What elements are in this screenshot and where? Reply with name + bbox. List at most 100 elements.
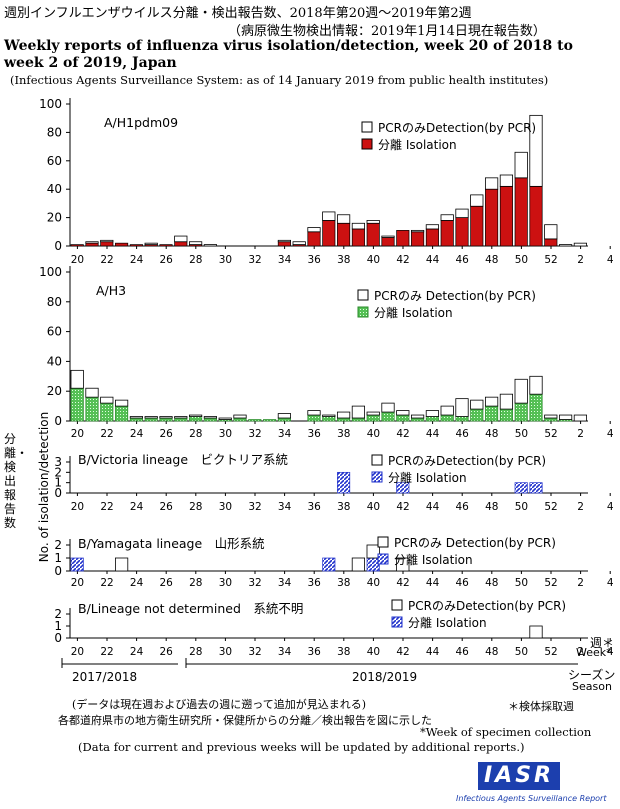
bar-pcr <box>85 387 99 398</box>
y-tick-label: 0 <box>54 486 62 500</box>
bar-isolation <box>85 242 99 247</box>
x-tick-label: 44 <box>426 646 440 658</box>
legend-label-isolation: 分離 Isolation <box>394 553 473 567</box>
bar-pcr <box>351 405 366 419</box>
bar-isolation <box>396 482 410 494</box>
y-tick-label: 0 <box>54 631 62 645</box>
x-tick-label: 46 <box>456 501 470 513</box>
bar-isolation <box>499 186 513 247</box>
legend-swatch-isolation <box>357 306 369 318</box>
bar-pcr <box>218 417 232 420</box>
x-tick-label: 46 <box>456 577 470 589</box>
panel-title: B/Victoria lineage ビクトリア系統 <box>78 452 288 467</box>
legend-label-isolation: 分離 Isolation <box>388 471 467 485</box>
bar-pcr <box>470 194 484 207</box>
bar-isolation <box>470 408 484 422</box>
bar-isolation <box>455 217 469 247</box>
bar-pcr <box>100 396 114 404</box>
bar-isolation <box>396 230 410 247</box>
x-tick-label: 28 <box>189 501 202 513</box>
bar-isolation <box>411 231 425 247</box>
y-tick-label: 1 <box>54 551 62 565</box>
y-tick-label: 2 <box>54 607 62 621</box>
bar-isolation <box>115 405 129 422</box>
bar-isolation <box>470 205 484 247</box>
bar-pcr <box>129 416 143 419</box>
bar-isolation <box>381 411 395 422</box>
y-tick-label: 0 <box>54 564 62 578</box>
bar-isolation <box>381 237 395 247</box>
y-tick-label: 40 <box>47 354 62 368</box>
y-axis-label-jp: 分離・検出報告数 <box>4 432 29 530</box>
bar-pcr <box>514 151 528 179</box>
x-tick-label: 30 <box>219 577 232 589</box>
bar-pcr <box>233 414 247 419</box>
x-tick-label: 42 <box>396 501 409 513</box>
x-tick-label: 26 <box>160 646 174 658</box>
y-tick-label: 40 <box>47 182 62 196</box>
bar-isolation <box>425 228 439 247</box>
legend-swatch-isolation <box>391 616 403 628</box>
title-en-line1: Weekly reports of influenza virus isolat… <box>4 38 573 54</box>
legend-label-pcr: PCRのみDetection(by PCR) <box>378 121 536 135</box>
bar-pcr <box>573 242 588 247</box>
bar-pcr <box>559 244 573 247</box>
bar-pcr <box>115 557 129 572</box>
legend-label-isolation: 分離 Isolation <box>374 306 453 320</box>
bar-isolation <box>337 417 351 422</box>
x-tick-label: 52 <box>544 254 557 266</box>
x-tick-label: 22 <box>100 577 113 589</box>
x-tick-label: 24 <box>130 646 144 658</box>
season-1: 2017/2018 <box>72 670 138 684</box>
week-label-en: Week* <box>576 646 612 659</box>
bar-pcr <box>396 410 410 416</box>
bar-isolation <box>70 244 84 247</box>
bar-isolation <box>514 402 528 422</box>
panel-4: 0122022242628303234363840424446485052246… <box>54 536 613 589</box>
x-tick-label: 26 <box>160 577 174 589</box>
x-tick-label: 52 <box>544 501 557 513</box>
panel-5: 0122022242628303234363840424446485052246… <box>54 599 614 658</box>
footnote-star-jp: ＊検体採取週 <box>508 700 574 713</box>
bar-pcr <box>115 399 129 407</box>
legend-label-pcr: PCRのみ Detection(by PCR) <box>394 536 556 550</box>
season-label-en: Season <box>572 680 612 693</box>
x-tick-label: 4 <box>607 646 614 658</box>
y-tick-label: 20 <box>47 211 62 225</box>
x-tick-label: 34 <box>278 501 292 513</box>
bar-pcr <box>381 235 395 238</box>
bar-pcr <box>366 544 380 559</box>
bar-isolation <box>351 228 365 247</box>
bar-isolation <box>411 417 425 422</box>
week-label-jp: 週＊ <box>590 636 615 650</box>
bar-pcr <box>322 211 336 221</box>
x-tick-label: 30 <box>219 254 232 266</box>
y-tick-label: 0 <box>54 414 62 428</box>
bar-pcr <box>307 227 321 233</box>
legend-label-pcr: PCRのみDetection(by PCR) <box>408 599 566 613</box>
legend-label-pcr: PCRのみDetection(by PCR) <box>388 454 546 468</box>
bar-isolation <box>70 387 84 422</box>
x-tick-label: 20 <box>71 501 84 513</box>
bar-isolation <box>129 417 143 422</box>
x-tick-label: 52 <box>544 577 557 589</box>
x-tick-label: 42 <box>396 428 409 440</box>
x-tick-label: 24 <box>130 428 144 440</box>
legend-swatch-pcr <box>377 536 389 548</box>
bar-pcr <box>203 416 217 419</box>
bar-pcr <box>410 229 425 233</box>
x-tick-label: 48 <box>485 428 498 440</box>
x-tick-label: 50 <box>515 501 528 513</box>
x-tick-label: 40 <box>367 501 380 513</box>
bar-pcr <box>70 369 84 389</box>
x-tick-label: 38 <box>337 428 350 440</box>
x-tick-label: 30 <box>219 501 232 513</box>
bar-pcr <box>410 414 425 419</box>
bar-pcr <box>470 399 484 410</box>
legend-swatch-isolation <box>361 138 373 150</box>
iasr-caption: Infectious Agents Surveillance Report <box>456 794 607 803</box>
bar-pcr <box>396 557 410 572</box>
legend-swatch-pcr <box>357 289 369 301</box>
bar-pcr <box>174 235 188 243</box>
